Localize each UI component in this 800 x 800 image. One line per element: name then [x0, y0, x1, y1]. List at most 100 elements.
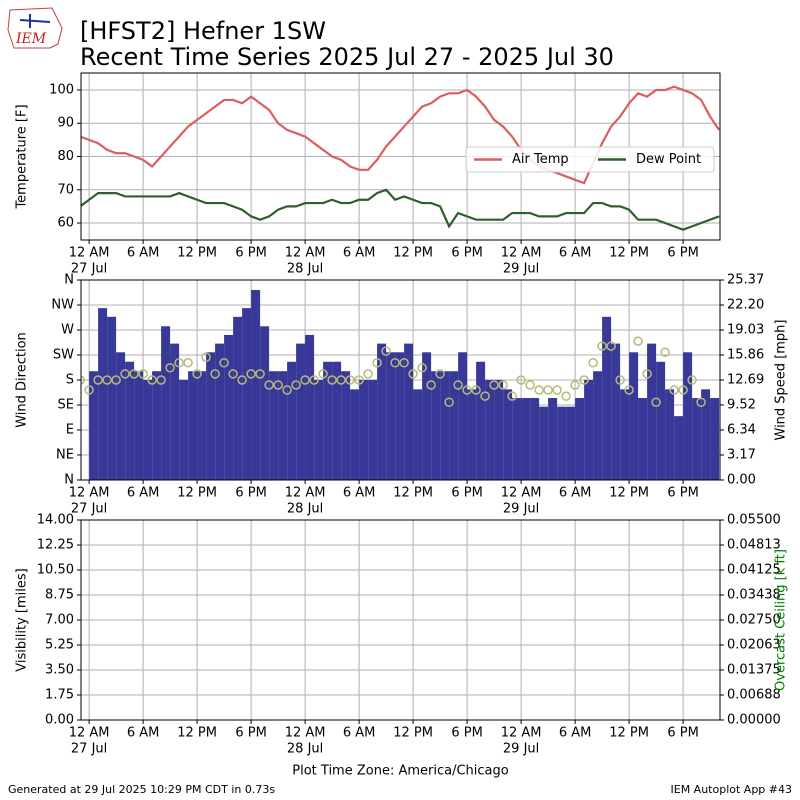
- point: [417, 363, 427, 373]
- y-tick-label: SE: [58, 398, 74, 413]
- logo-line: [19, 19, 51, 23]
- point: [651, 397, 661, 407]
- bar: [269, 371, 279, 480]
- y-tick-label: 1.75: [45, 688, 74, 703]
- y-tick-label: N: [64, 273, 74, 288]
- y2-tick-label: 25.37: [727, 273, 764, 288]
- y-tick-label: 10.50: [37, 563, 74, 578]
- point: [273, 380, 283, 390]
- point: [237, 375, 247, 385]
- bar: [485, 379, 495, 480]
- point: [597, 341, 607, 351]
- x-tick-date: 28 Jul: [287, 262, 323, 277]
- x-tick-date: 28 Jul: [287, 502, 323, 517]
- point: [111, 375, 121, 385]
- footer-left: Generated at 29 Jul 2025 10:29 PM CDT in…: [8, 783, 275, 796]
- x-tick-date: 29 Jul: [503, 742, 539, 757]
- point: [300, 375, 310, 385]
- bar: [278, 371, 288, 480]
- bar: [287, 361, 297, 480]
- point: [84, 385, 94, 395]
- y2-tick-label: 3.17: [727, 448, 756, 463]
- point: [498, 380, 508, 390]
- x-tick-label: 6 PM: [235, 246, 266, 261]
- bar: [386, 352, 396, 480]
- bar: [368, 379, 378, 480]
- x-tick-label: 12 PM: [609, 486, 649, 501]
- y-tick-label: 70: [57, 182, 74, 197]
- y2-tick-label: 0.02750: [727, 613, 781, 628]
- y2-tick-label: 12.69: [727, 372, 764, 387]
- x-tick-label: 6 AM: [343, 486, 376, 501]
- point: [228, 369, 238, 379]
- x-tick-label: 6 AM: [559, 726, 592, 741]
- title: [HFST2] Hefner 1SW: [80, 17, 326, 45]
- bar: [242, 308, 252, 480]
- point: [81, 375, 85, 385]
- x-tick-date: 27 Jul: [71, 742, 107, 757]
- logo-outline: [7, 7, 63, 49]
- point: [507, 391, 517, 401]
- y2-axis-label: Overcast Ceiling [k ft]: [774, 549, 789, 691]
- bar: [521, 398, 531, 480]
- bar: [314, 379, 324, 480]
- x-tick-date: 28 Jul: [287, 742, 323, 757]
- point: [282, 385, 292, 395]
- bar: [251, 290, 261, 480]
- series-layer: [81, 85, 720, 231]
- bar: [152, 371, 162, 480]
- y-tick-label: 100: [49, 82, 74, 97]
- bar: [512, 398, 522, 480]
- y-tick-label: 60: [57, 216, 74, 231]
- y2-tick-label: 0.01375: [727, 663, 781, 678]
- point: [318, 369, 328, 379]
- bar: [125, 361, 135, 480]
- point: [156, 375, 166, 385]
- x-tick-label: 12 AM: [501, 486, 542, 501]
- point: [336, 375, 346, 385]
- point: [165, 363, 175, 373]
- bar: [98, 308, 108, 480]
- y2-tick-label: 9.52: [727, 397, 756, 412]
- point: [525, 380, 535, 390]
- footer-right: IEM Autoplot App #43: [671, 783, 793, 796]
- x-tick-date: 27 Jul: [71, 502, 107, 517]
- bar: [170, 343, 180, 480]
- bar: [683, 352, 693, 480]
- point: [588, 358, 598, 368]
- point: [624, 385, 634, 395]
- bar: [440, 371, 450, 480]
- point: [552, 385, 562, 395]
- y2-tick-label: 22.20: [727, 297, 764, 312]
- y-tick-label: N: [64, 473, 74, 488]
- y2-axis-label: Wind Speed [mph]: [774, 320, 789, 441]
- bar: [233, 316, 243, 480]
- point: [264, 380, 274, 390]
- bar: [413, 389, 423, 480]
- y-axis-label: Visibility [miles]: [15, 568, 30, 671]
- bar: [323, 361, 333, 480]
- x-tick-label: 6 AM: [343, 246, 376, 261]
- bar: [350, 389, 360, 480]
- point: [444, 397, 454, 407]
- point: [372, 358, 382, 368]
- x-tick-label: 12 PM: [393, 246, 433, 261]
- point: [678, 385, 688, 395]
- y2-tick-label: 19.03: [727, 322, 764, 337]
- x-tick-label: 12 PM: [393, 726, 433, 741]
- y-tick-label: W: [61, 323, 74, 338]
- point: [516, 375, 526, 385]
- y-tick-label: 80: [57, 149, 74, 164]
- y-tick-label: SW: [53, 348, 74, 363]
- x-tick-label: 6 AM: [127, 486, 160, 501]
- legend-box: [465, 146, 715, 173]
- point: [561, 391, 571, 401]
- x-tick-label: 12 PM: [177, 246, 217, 261]
- x-tick-label: 6 AM: [559, 486, 592, 501]
- x-tick-label: 12 AM: [501, 246, 542, 261]
- point: [390, 358, 400, 368]
- bar: [305, 334, 315, 480]
- point: [201, 352, 211, 362]
